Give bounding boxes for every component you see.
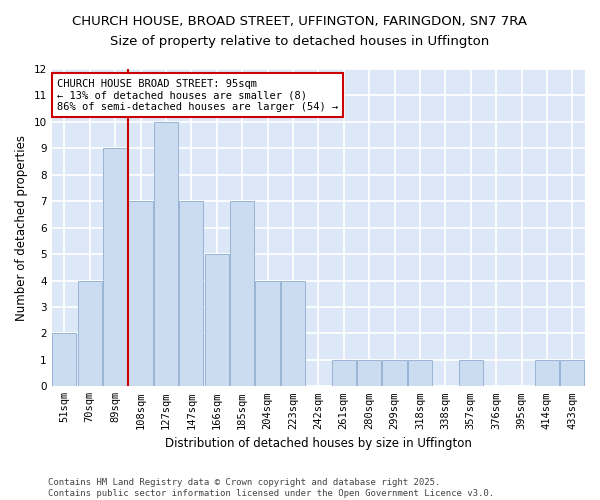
Bar xyxy=(179,201,203,386)
Bar xyxy=(408,360,432,386)
Bar xyxy=(458,360,483,386)
Bar xyxy=(205,254,229,386)
Bar xyxy=(128,201,152,386)
Bar xyxy=(535,360,559,386)
Bar xyxy=(357,360,381,386)
Bar xyxy=(154,122,178,386)
Bar xyxy=(52,334,76,386)
Bar xyxy=(103,148,127,386)
Bar xyxy=(256,280,280,386)
Text: CHURCH HOUSE BROAD STREET: 95sqm
← 13% of detached houses are smaller (8)
86% of: CHURCH HOUSE BROAD STREET: 95sqm ← 13% o… xyxy=(57,78,338,112)
Y-axis label: Number of detached properties: Number of detached properties xyxy=(15,134,28,320)
Bar xyxy=(560,360,584,386)
Bar xyxy=(77,280,102,386)
Bar xyxy=(281,280,305,386)
Text: Size of property relative to detached houses in Uffington: Size of property relative to detached ho… xyxy=(110,35,490,48)
Bar xyxy=(382,360,407,386)
Bar xyxy=(332,360,356,386)
Text: CHURCH HOUSE, BROAD STREET, UFFINGTON, FARINGDON, SN7 7RA: CHURCH HOUSE, BROAD STREET, UFFINGTON, F… xyxy=(73,15,527,28)
Bar xyxy=(230,201,254,386)
Text: Contains HM Land Registry data © Crown copyright and database right 2025.
Contai: Contains HM Land Registry data © Crown c… xyxy=(48,478,494,498)
X-axis label: Distribution of detached houses by size in Uffington: Distribution of detached houses by size … xyxy=(165,437,472,450)
